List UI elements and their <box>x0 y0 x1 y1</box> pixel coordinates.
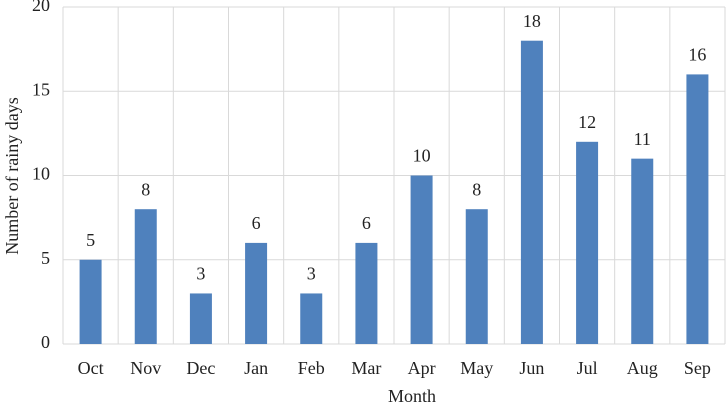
bar <box>134 209 157 344</box>
bar <box>576 141 599 344</box>
x-tick-label: Oct <box>78 358 104 378</box>
bar <box>465 209 488 344</box>
data-label: 11 <box>634 129 651 149</box>
bar <box>189 293 212 344</box>
bar <box>631 158 654 344</box>
bar <box>79 259 102 344</box>
bar <box>686 74 709 345</box>
data-label: 12 <box>578 112 596 132</box>
data-label: 16 <box>688 45 706 65</box>
x-tick-label: May <box>460 358 493 378</box>
data-label: 8 <box>141 179 150 199</box>
x-tick-label: Apr <box>408 358 436 378</box>
x-tick-label: Jan <box>244 358 268 378</box>
x-tick-label: Jun <box>519 358 544 378</box>
data-label: 8 <box>472 179 481 199</box>
bar <box>300 293 323 344</box>
x-tick-label: Sep <box>684 358 711 378</box>
y-tick-label: 20 <box>32 0 50 15</box>
x-axis-title: Month <box>388 386 436 406</box>
y-tick-label: 10 <box>32 164 50 184</box>
bar <box>355 242 378 344</box>
data-label: 10 <box>413 146 431 166</box>
y-tick-label: 5 <box>41 248 50 268</box>
x-tick-label: Dec <box>186 358 215 378</box>
x-tick-label: Jul <box>577 358 598 378</box>
bar <box>520 40 543 344</box>
data-label: 18 <box>523 11 541 31</box>
y-tick-label: 0 <box>41 332 50 352</box>
bar <box>245 242 268 344</box>
x-tick-label: Nov <box>130 358 161 378</box>
y-axis-title: Number of rainy days <box>2 97 22 254</box>
data-label: 6 <box>252 213 261 233</box>
data-label: 3 <box>196 264 205 284</box>
data-label: 3 <box>307 264 316 284</box>
y-tick-label: 15 <box>32 79 50 99</box>
bar <box>410 175 433 344</box>
x-tick-label: Mar <box>351 358 381 378</box>
x-tick-label: Aug <box>627 358 658 378</box>
data-label: 5 <box>86 230 95 250</box>
x-tick-label: Feb <box>298 358 325 378</box>
data-label: 6 <box>362 213 371 233</box>
